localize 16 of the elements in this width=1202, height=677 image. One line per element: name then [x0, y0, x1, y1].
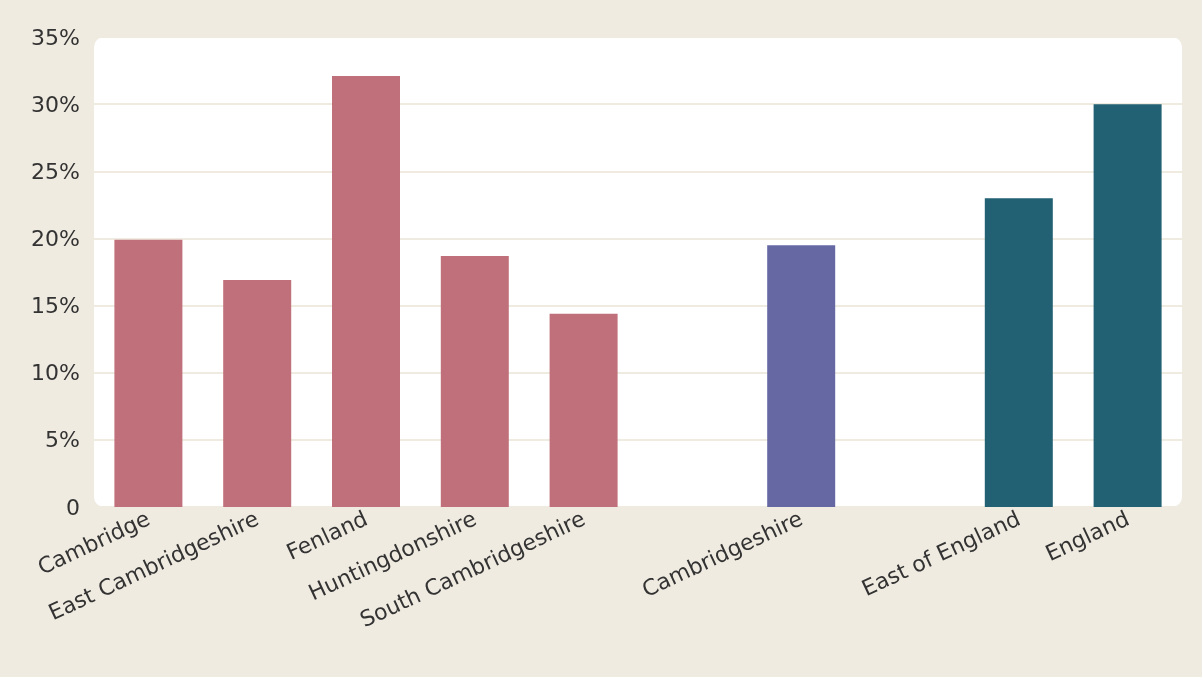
y-tick-label: 5%: [45, 427, 80, 453]
bar: [223, 280, 292, 507]
y-tick-label: 0: [66, 494, 80, 520]
y-tick-label: 30%: [31, 91, 80, 117]
bar: [440, 255, 509, 507]
bar: [767, 245, 836, 507]
bar: [332, 75, 400, 507]
bar: [984, 198, 1053, 507]
y-tick-label: 10%: [31, 360, 80, 386]
y-tick-label: 20%: [31, 225, 80, 251]
y-tick-label: 35%: [31, 24, 80, 50]
bar: [114, 239, 183, 507]
bar: [1093, 104, 1162, 507]
y-tick-label: 25%: [31, 158, 80, 184]
y-tick-label: 15%: [31, 293, 80, 319]
bar: [549, 313, 618, 507]
